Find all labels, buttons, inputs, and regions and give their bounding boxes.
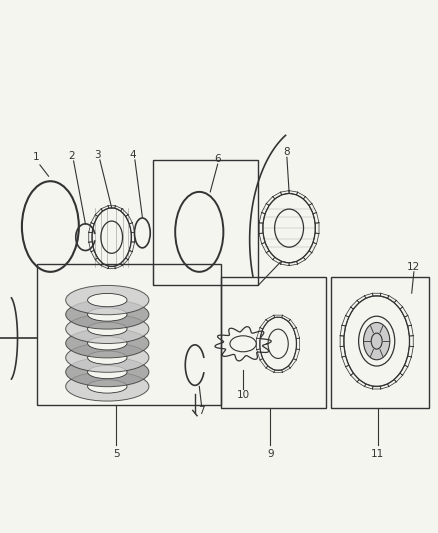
Ellipse shape xyxy=(66,314,149,344)
Text: 2: 2 xyxy=(68,151,75,160)
Ellipse shape xyxy=(88,308,127,321)
Ellipse shape xyxy=(364,322,390,360)
Ellipse shape xyxy=(66,328,149,358)
Bar xyxy=(331,277,429,408)
Ellipse shape xyxy=(88,379,127,393)
Text: 5: 5 xyxy=(113,449,120,459)
Ellipse shape xyxy=(88,366,127,378)
Ellipse shape xyxy=(66,357,149,386)
Ellipse shape xyxy=(66,300,149,329)
Text: 8: 8 xyxy=(283,147,290,157)
Ellipse shape xyxy=(66,286,149,314)
Text: 3: 3 xyxy=(94,150,101,159)
Ellipse shape xyxy=(88,293,127,306)
Text: 10: 10 xyxy=(237,391,250,400)
Ellipse shape xyxy=(88,322,127,336)
Ellipse shape xyxy=(66,343,149,372)
Text: 4: 4 xyxy=(129,150,136,159)
Ellipse shape xyxy=(88,351,127,365)
Text: 12: 12 xyxy=(407,262,420,271)
Text: 7: 7 xyxy=(198,407,205,416)
Ellipse shape xyxy=(66,372,149,401)
Bar xyxy=(153,160,258,285)
Text: 6: 6 xyxy=(214,154,221,164)
Bar xyxy=(221,277,326,408)
Ellipse shape xyxy=(88,337,127,350)
Text: 1: 1 xyxy=(32,152,39,162)
Text: 9: 9 xyxy=(267,449,274,459)
Bar xyxy=(37,264,221,405)
Text: 11: 11 xyxy=(371,449,384,459)
